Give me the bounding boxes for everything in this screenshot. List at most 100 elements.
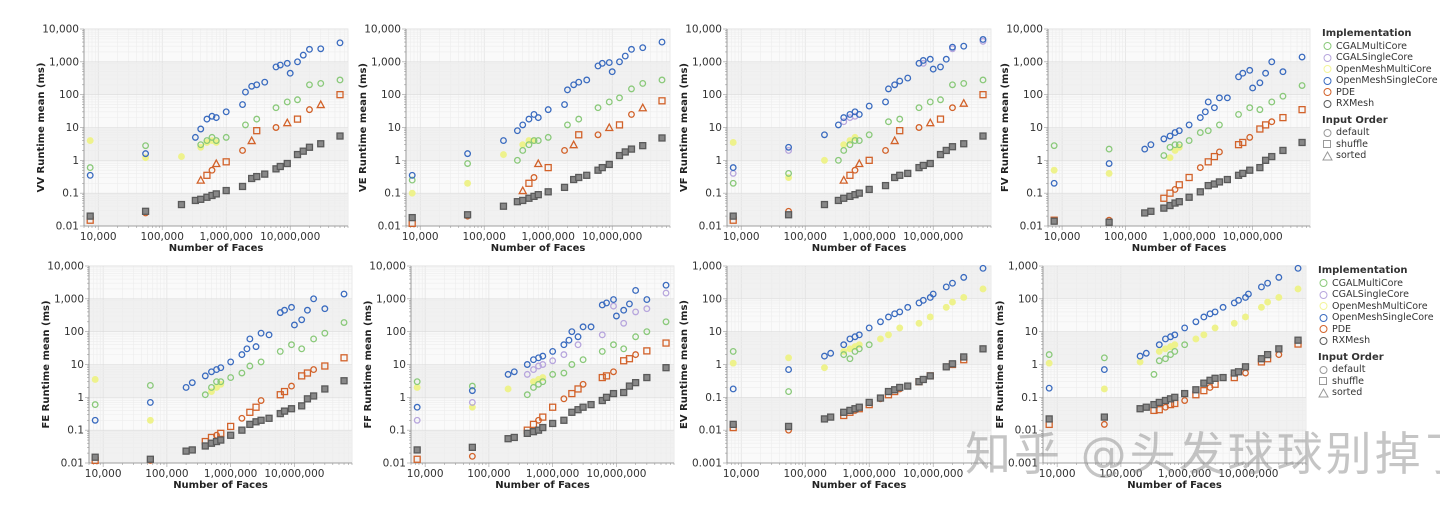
data-point bbox=[643, 347, 651, 355]
data-point bbox=[1141, 145, 1149, 153]
data-point bbox=[463, 211, 472, 219]
series-OpenMeshSingleCore bbox=[1050, 53, 1306, 187]
data-point bbox=[1201, 108, 1209, 116]
data-point bbox=[468, 382, 476, 390]
legend-item-OpenMeshSingleCore: OpenMeshSingleCore bbox=[1318, 312, 1434, 324]
legend-label: CGALSingleCore bbox=[1332, 289, 1409, 300]
data-point bbox=[785, 169, 793, 177]
data-point bbox=[1167, 351, 1174, 359]
legend-circle-icon bbox=[1319, 302, 1328, 311]
x-tick-label: 10,000,000 bbox=[903, 468, 963, 480]
data-point bbox=[523, 361, 531, 368]
data-point bbox=[306, 106, 313, 114]
y-tick-label: 10 bbox=[709, 326, 722, 338]
data-point bbox=[549, 347, 557, 355]
data-point bbox=[855, 331, 863, 339]
legend-label: shuffle bbox=[1336, 138, 1369, 150]
legend-label: sorted bbox=[1336, 150, 1367, 161]
data-point bbox=[549, 419, 557, 428]
y-tick-label: 0.01 bbox=[378, 221, 401, 233]
legend-circle-icon bbox=[1319, 325, 1328, 334]
data-point bbox=[885, 118, 892, 126]
data-point bbox=[1147, 141, 1155, 149]
data-point bbox=[294, 96, 301, 104]
data-point bbox=[253, 115, 261, 123]
legend-order-title: Input Order bbox=[1322, 114, 1388, 126]
data-point bbox=[784, 211, 793, 219]
data-point bbox=[602, 372, 611, 380]
data-point bbox=[1244, 290, 1252, 298]
data-point bbox=[239, 146, 246, 154]
data-point bbox=[246, 335, 254, 343]
data-point bbox=[208, 112, 216, 120]
data-point bbox=[276, 61, 284, 69]
data-point bbox=[615, 121, 624, 129]
data-point bbox=[785, 388, 793, 396]
data-point bbox=[188, 379, 196, 387]
data-point bbox=[643, 305, 651, 313]
data-point bbox=[616, 58, 623, 66]
data-point bbox=[643, 328, 651, 336]
data-point bbox=[523, 370, 531, 378]
x-tick-label: 100,000 bbox=[1104, 231, 1147, 243]
data-point bbox=[942, 146, 950, 155]
data-point bbox=[1279, 68, 1287, 76]
data-point bbox=[881, 181, 890, 190]
series-CGALMultiCore bbox=[408, 76, 666, 184]
data-point bbox=[561, 146, 568, 154]
data-point bbox=[936, 150, 945, 159]
legend-square-icon bbox=[1323, 140, 1331, 149]
data-point bbox=[1171, 393, 1179, 401]
data-point bbox=[310, 366, 318, 374]
legend-circle-icon bbox=[1319, 336, 1328, 345]
data-point bbox=[513, 127, 521, 135]
data-point bbox=[876, 394, 885, 402]
data-point bbox=[238, 426, 246, 434]
data-point bbox=[1171, 341, 1179, 349]
data-point bbox=[925, 117, 935, 127]
data-point bbox=[468, 452, 476, 460]
chart-panel-4: 0.01 0.1 1 10 100 1,000 10,000 10,000 100,000 1,0… bbox=[41, 261, 353, 491]
data-point bbox=[86, 164, 94, 172]
data-point bbox=[884, 387, 893, 396]
legend-label: PDE bbox=[1332, 323, 1352, 335]
data-point bbox=[1275, 273, 1283, 281]
y-tick-label: 10,000 bbox=[685, 24, 722, 36]
data-point bbox=[840, 118, 848, 126]
data-point bbox=[1181, 389, 1189, 398]
data-point bbox=[662, 339, 670, 347]
data-point bbox=[840, 114, 848, 122]
data-point bbox=[560, 183, 569, 192]
data-point bbox=[1196, 114, 1204, 122]
data-point bbox=[827, 349, 835, 357]
data-point bbox=[919, 57, 927, 64]
x-tick-label: 10,000 bbox=[723, 231, 760, 243]
data-point bbox=[1175, 141, 1183, 149]
data-point bbox=[1264, 298, 1272, 306]
y-tick-label: 100 bbox=[386, 326, 406, 338]
data-point bbox=[926, 313, 934, 321]
data-point bbox=[960, 294, 968, 301]
data-point bbox=[238, 414, 246, 422]
data-point bbox=[246, 408, 254, 416]
data-point bbox=[253, 172, 261, 181]
data-point bbox=[949, 81, 956, 89]
data-point bbox=[942, 283, 950, 291]
chart-panel-5: 0.01 0.1 1 10 100 1,000 10,000 10,000 100,000 1,0… bbox=[363, 261, 675, 491]
data-point bbox=[1256, 79, 1264, 87]
data-point bbox=[885, 85, 892, 93]
data-point bbox=[564, 121, 571, 129]
data-point bbox=[915, 319, 923, 327]
data-point bbox=[201, 442, 209, 450]
data-point bbox=[729, 359, 737, 367]
data-point bbox=[1160, 194, 1168, 202]
x-tick-label: 1,000,000 bbox=[1162, 231, 1215, 243]
x-axis-title: Number of Faces bbox=[812, 243, 907, 254]
y-tick-label: 1 bbox=[1031, 359, 1038, 371]
data-point bbox=[321, 362, 329, 370]
data-point bbox=[904, 382, 912, 390]
data-point bbox=[960, 42, 968, 50]
data-point bbox=[222, 158, 230, 166]
y-tick-label: 10,000 bbox=[47, 261, 84, 273]
data-point bbox=[1162, 355, 1169, 363]
